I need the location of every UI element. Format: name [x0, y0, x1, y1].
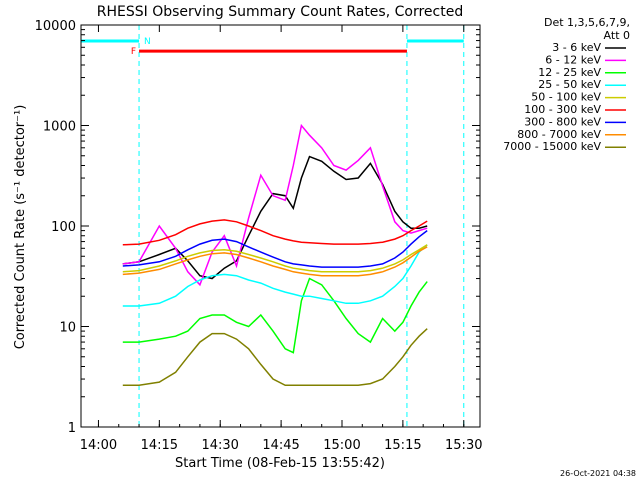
y-axis-label: Corrected Count Rate (s⁻¹ detector⁻¹) [13, 105, 28, 350]
legend-entry-label: 6 - 12 keV [545, 53, 601, 66]
legend-entry-label: 800 - 7000 keV [517, 128, 601, 141]
x-tick-label: 14:15 [141, 438, 178, 453]
legend-entry-label: 100 - 300 keV [524, 103, 601, 116]
y-tick-label: 100 [51, 220, 76, 235]
y-axis: 1 10 100 1000 10000 [35, 19, 480, 436]
series-line-800-7000-keV [122, 246, 428, 277]
detectors-label: Det 1,3,5,6,7,9, [544, 16, 630, 29]
series-line-300-800-keV [122, 230, 428, 268]
series-line-7000-15000-keV [122, 328, 428, 387]
series-line-6-12-keV [122, 123, 428, 287]
chart-title: RHESSI Observing Summary Count Rates, Co… [97, 4, 463, 20]
y-tick-label: 1000 [43, 120, 76, 135]
x-tick-label: 14:45 [262, 438, 299, 453]
legend-entry-label: 300 - 800 keV [524, 115, 601, 128]
night-marker-label: N [144, 37, 151, 47]
x-tick-label: 14:00 [80, 438, 117, 453]
legend-entry-label: 12 - 25 keV [538, 66, 601, 79]
series-line-100-300-keV [122, 219, 428, 246]
x-tick-label: 14:30 [201, 438, 238, 453]
x-axis-label: Start Time (08-Feb-15 13:55:42) [175, 456, 385, 471]
x-tick-label: 15:30 [445, 438, 482, 453]
legend-entry-label: 25 - 50 keV [538, 78, 601, 91]
legend-entry-label: 50 - 100 keV [531, 91, 601, 104]
attenuator-label: Att 0 [604, 29, 630, 42]
y-tick-label: 1 [68, 421, 76, 436]
y-tick-label: 10000 [35, 19, 76, 34]
flare-marker-label: F [131, 47, 136, 57]
series-line-12-25-keV [122, 277, 428, 354]
plot-area: FN [80, 25, 465, 427]
series-line-25-50-keV [122, 244, 428, 307]
x-tick-label: 15:15 [384, 438, 421, 453]
legend-entry-label: 3 - 6 keV [552, 41, 601, 54]
x-tick-label: 15:00 [323, 438, 360, 453]
x-axis: 14:00 14:15 14:30 14:45 15:00 15:15 15:30 [80, 25, 482, 453]
series-line-50-100-keV [122, 244, 428, 273]
footer-date: 26-Oct-2021 04:38 [560, 469, 636, 478]
legend-entry-label: 7000 - 15000 keV [503, 140, 601, 153]
series-line-3-6-keV [122, 155, 428, 280]
y-tick-label: 10 [59, 321, 76, 336]
